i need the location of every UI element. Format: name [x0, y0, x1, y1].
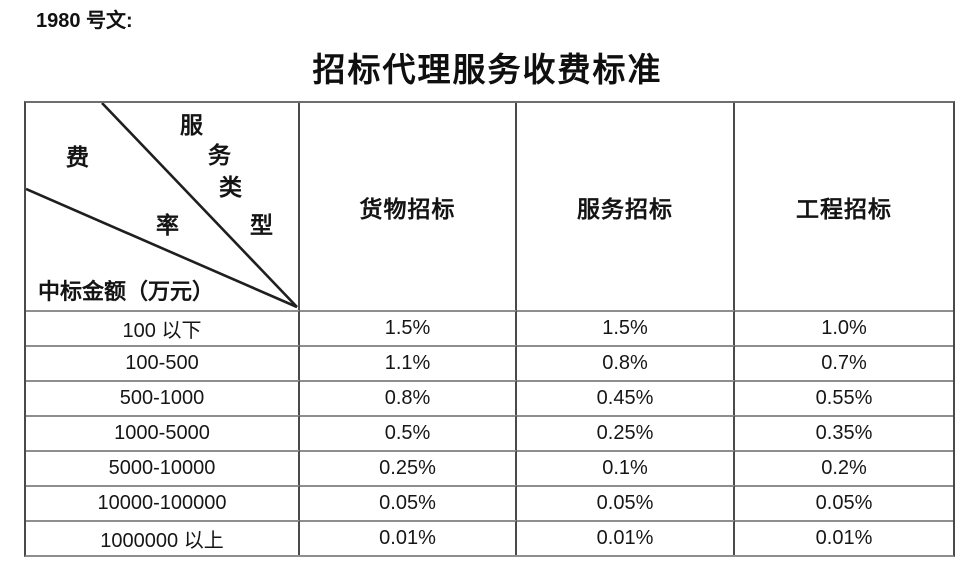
corner-char-service-type: 务 — [208, 143, 231, 168]
page-title: 招标代理服务收费标准 — [312, 53, 663, 89]
goods-rate-cell: 0.01% — [300, 520, 517, 555]
fee-standard-table: 服 务 类 型 费 率 中标金额（万元） 货物招标 服务招标 工程招标 100 … — [24, 101, 955, 557]
corner-char-service-type: 类 — [219, 175, 242, 200]
services-rate-cell: 0.05% — [517, 485, 735, 520]
works-rate-cell: 0.55% — [735, 380, 953, 415]
services-rate-cell: 0.25% — [517, 415, 735, 450]
works-rate-cell: 0.7% — [735, 345, 953, 380]
corner-char-service-type: 服 — [180, 113, 203, 138]
works-rate-cell: 0.01% — [735, 520, 953, 555]
amount-range-cell: 5000-10000 — [26, 450, 300, 485]
services-rate-cell: 0.45% — [517, 380, 735, 415]
goods-rate-cell: 1.5% — [300, 310, 517, 345]
services-rate-cell: 0.8% — [517, 345, 735, 380]
goods-rate-cell: 0.05% — [300, 485, 517, 520]
services-rate-cell: 1.5% — [517, 310, 735, 345]
amount-range-cell: 1000-5000 — [26, 415, 300, 450]
amount-range-cell: 1000000 以上 — [26, 520, 300, 555]
works-rate-cell: 0.2% — [735, 450, 953, 485]
amount-range-cell: 100-500 — [26, 345, 300, 380]
services-rate-cell: 0.01% — [517, 520, 735, 555]
goods-rate-cell: 0.8% — [300, 380, 517, 415]
goods-rate-cell: 0.5% — [300, 415, 517, 450]
column-header-services-bidding: 服务招标 — [517, 103, 735, 310]
goods-rate-cell: 1.1% — [300, 345, 517, 380]
services-rate-cell: 0.1% — [517, 450, 735, 485]
diagonal-split-lines-icon — [26, 103, 298, 309]
goods-rate-cell: 0.25% — [300, 450, 517, 485]
corner-amount-label: 中标金额（万元） — [38, 279, 215, 304]
amount-range-cell: 100 以下 — [26, 310, 300, 345]
doc-ref-label: 1980 号文: — [36, 10, 133, 32]
works-rate-cell: 0.05% — [735, 485, 953, 520]
corner-char-service-type: 型 — [250, 213, 273, 238]
amount-range-cell: 500-1000 — [26, 380, 300, 415]
amount-range-cell: 10000-100000 — [26, 485, 300, 520]
column-header-works-bidding: 工程招标 — [796, 196, 892, 222]
works-rate-cell: 1.0% — [735, 310, 953, 345]
corner-char-fee-rate: 费 — [66, 145, 89, 170]
corner-char-fee-rate: 率 — [156, 213, 179, 238]
table-corner-cell: 服 务 类 型 费 率 中标金额（万元） — [26, 103, 300, 310]
column-header-goods-bidding: 货物招标 — [300, 103, 517, 310]
works-rate-cell: 0.35% — [735, 415, 953, 450]
